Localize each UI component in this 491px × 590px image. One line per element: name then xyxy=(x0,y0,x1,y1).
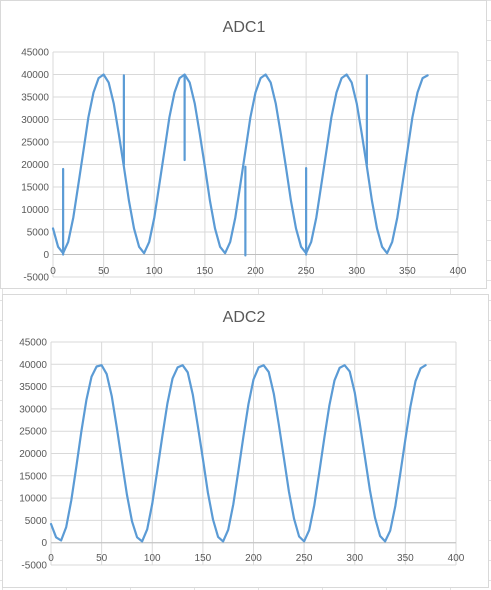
y-tick-label: 0 xyxy=(41,538,47,549)
x-tick-label: 400 xyxy=(448,553,465,564)
chart-title: ADC1 xyxy=(223,19,266,36)
x-tick-label: 200 xyxy=(247,266,264,277)
x-tick-label: 50 xyxy=(96,553,108,564)
x-tick-label: 400 xyxy=(450,266,467,277)
y-tick-label: 30000 xyxy=(21,115,49,126)
x-tick-label: 0 xyxy=(48,553,54,564)
y-tick-label: 10000 xyxy=(21,205,49,216)
y-tick-label: 45000 xyxy=(21,48,49,59)
y-tick-label: -5000 xyxy=(21,561,47,572)
x-tick-label: 200 xyxy=(245,553,262,564)
x-tick-label: 0 xyxy=(50,266,56,277)
x-tick-label: 350 xyxy=(397,553,414,564)
chart-title: ADC2 xyxy=(223,309,266,326)
x-tick-label: 100 xyxy=(146,266,163,277)
x-tick-label: 350 xyxy=(399,266,416,277)
x-tick-label: 150 xyxy=(195,553,212,564)
x-tick-label: 150 xyxy=(197,266,214,277)
y-tick-label: 10000 xyxy=(19,494,47,505)
y-tick-label: 40000 xyxy=(19,360,47,371)
series-line xyxy=(49,364,427,543)
x-tick-label: 50 xyxy=(98,266,110,277)
x-tick-label: 250 xyxy=(296,553,313,564)
y-tick-label: 20000 xyxy=(19,449,47,460)
y-tick-label: 45000 xyxy=(19,338,47,349)
chart-adc2-svg: ADC2-50000500010000150002000025000300003… xyxy=(19,309,465,572)
y-tick-label: 15000 xyxy=(19,471,47,482)
y-tick-label: 0 xyxy=(43,250,49,261)
x-tick-label: 300 xyxy=(348,266,365,277)
chart-adc2[interactable]: ADC2 -5000 0 5000 10000 15000 20000 25000 30000 3… xyxy=(2,294,489,588)
y-tick-label: 40000 xyxy=(21,70,49,81)
y-tick-label: 5000 xyxy=(27,228,50,239)
y-tick-label: -5000 xyxy=(23,273,49,284)
y-tick-label: 20000 xyxy=(21,160,49,171)
y-tick-label: 35000 xyxy=(21,93,49,104)
y-tick-label: 30000 xyxy=(19,404,47,415)
y-tick-label: 5000 xyxy=(25,516,48,527)
y-tick-label: 25000 xyxy=(21,138,49,149)
x-tick-label: 300 xyxy=(346,553,363,564)
chart-adc1-svg: ADC1-50000500010000150002000025000300003… xyxy=(21,19,467,284)
chart-adc1[interactable]: ADC1 -5000 0 5000 10000 15000 20000 25000 30000 3… xyxy=(0,0,487,289)
x-tick-label: 250 xyxy=(298,266,315,277)
y-tick-label: 25000 xyxy=(19,427,47,438)
y-tick-label: 15000 xyxy=(21,183,49,194)
y-tick-label: 35000 xyxy=(19,382,47,393)
series-line xyxy=(51,73,429,255)
x-tick-label: 100 xyxy=(144,553,161,564)
